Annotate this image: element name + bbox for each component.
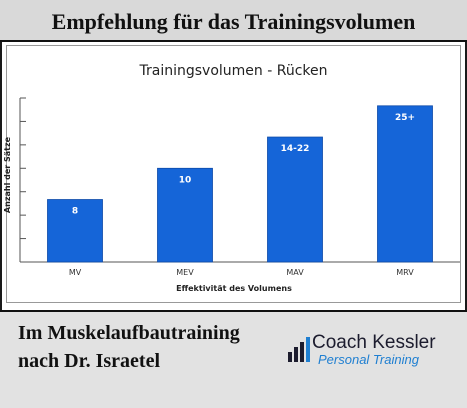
x-tick-label-mv: MV [69,268,82,277]
data-label-mrv: 25+ [395,113,415,123]
data-label-mev: 10 [179,175,192,185]
x-tick-label-mrv: MRV [396,268,414,277]
page-title: Empfehlung für das Trainingsvolumen [51,9,416,34]
bar-mv [47,199,103,263]
logo-subtitle: Personal Training [318,352,419,367]
data-label-mav: 14-22 [281,144,310,154]
footer-line-1: Im Muskelaufbautraining [18,322,240,344]
chart-bars [47,105,433,263]
bar-mrv [377,105,433,263]
x-tick-label-mev: MEV [176,268,194,277]
footer-band: Im Muskelaufbautraining nach Dr. Israete… [0,310,467,408]
logo-name: Coach Kessler [312,332,436,353]
x-axis-label: Effektivität des Volumens [176,284,292,293]
header-band: Empfehlung für das Trainingsvolumen [0,0,467,42]
chart-labels: 8 MV 10 MEV 14-22 MAV 25+ MRV [69,113,415,277]
logo-bars-icon [288,337,310,362]
bar-mev [157,167,213,263]
footer-line-2: nach Dr. Israetel [18,350,161,372]
chart-title: Trainingsvolumen - Rücken [139,63,328,79]
bar-mav [267,136,323,263]
y-axis-label: Anzahl der Sätze [3,136,12,213]
x-tick-label-mav: MAV [286,268,304,277]
data-label-mv: 8 [72,207,78,217]
